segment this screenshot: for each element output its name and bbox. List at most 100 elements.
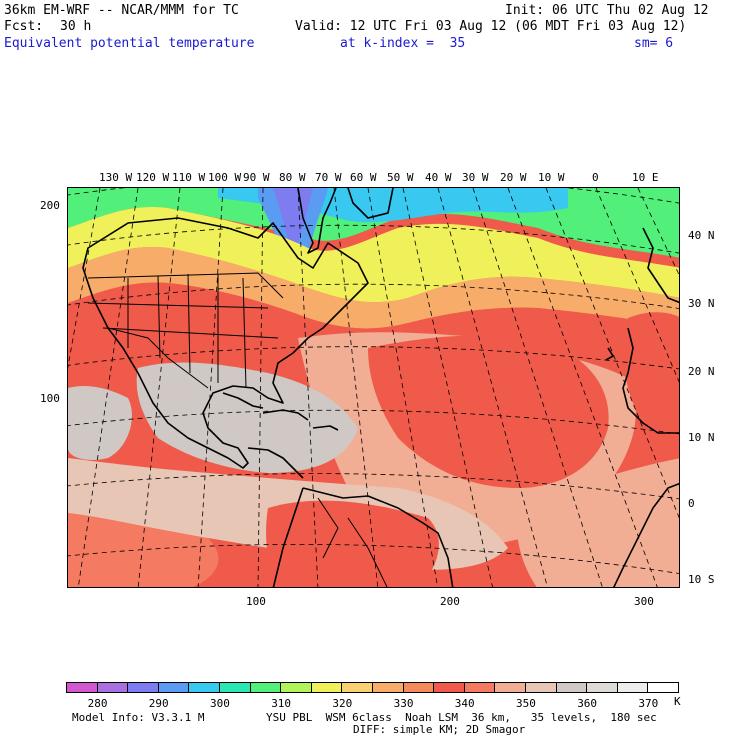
meridian-10e — [637, 188, 679, 276]
lat-label: 40 N — [688, 229, 715, 242]
lon-label: 0 — [592, 171, 599, 184]
colorbar-swatch — [586, 682, 618, 693]
hispaniola — [312, 425, 339, 431]
colorbar-swatch — [463, 682, 496, 693]
colorbar-tick: 330 — [393, 697, 414, 710]
lon-label: 100 W — [208, 171, 242, 184]
colorbar-swatch — [310, 682, 343, 693]
smoothing: sm= 6 — [634, 36, 674, 51]
meridian-40w — [437, 188, 548, 587]
valid-time: Valid: 12 UTC Fri 03 Aug 12 (06 MDT Fri … — [295, 19, 687, 34]
colorbar-tick: 350 — [516, 697, 536, 710]
lat-label: 10 S — [688, 573, 715, 586]
meridian-0 — [595, 188, 679, 383]
physics-info: YSU PBL WSM 6class Noah LSM 36 km, 35 le… — [266, 711, 657, 724]
state-line-3 — [187, 273, 191, 374]
colorbar-tick: 320 — [332, 697, 353, 710]
meridian-50w — [402, 188, 493, 587]
cuba — [262, 409, 309, 421]
colorbar-unit: K — [674, 695, 681, 708]
south-america-red — [266, 500, 439, 587]
init-time: Init: 06 UTC Thu 02 Aug 12 — [505, 3, 709, 18]
canary-islands — [605, 347, 614, 361]
state-line-7 — [102, 327, 279, 339]
grid-y-label-200: 200 — [40, 199, 60, 212]
west-grey-zone — [68, 386, 132, 460]
lon-label: 20 W — [500, 171, 527, 184]
us-mexico-border — [107, 327, 209, 389]
model-title: 36km EM-WRF -- NCAR/MMM for TC — [4, 3, 239, 18]
atlantic-red-core — [368, 335, 609, 488]
lat-label: 10 N — [688, 431, 715, 444]
lon-label: 10 E — [632, 171, 659, 184]
colorbar-swatch — [127, 682, 159, 693]
grid-x-label-100: 100 — [246, 595, 266, 608]
field-name: Equivalent potential temperature — [4, 36, 255, 51]
colorbar-swatch — [341, 682, 373, 693]
meridian-70w — [333, 188, 379, 587]
us-canada-border — [87, 272, 284, 299]
forecast-hour: 30 h — [60, 19, 92, 34]
meridian-100w — [197, 188, 224, 587]
lon-label: 130 W — [99, 171, 133, 184]
colorbar-swatch — [372, 682, 404, 693]
gulf-coast — [222, 392, 264, 409]
meridian-30w — [472, 188, 603, 587]
diffusion-info: DIFF: simple KM; 2D Smagor — [353, 723, 526, 736]
lat-label: 20 N — [688, 365, 715, 378]
colorbar-swatch — [525, 682, 557, 693]
colorbar-tick: 280 — [87, 697, 108, 710]
colorbar-swatch — [555, 682, 588, 693]
meridian-10w — [545, 188, 679, 519]
europe-coast — [642, 227, 679, 304]
south-america-north-coast — [302, 487, 454, 587]
lon-label: 60 W — [350, 171, 377, 184]
colorbar-tick: 340 — [454, 697, 475, 710]
graticule — [68, 188, 679, 587]
africa-gulf-coast — [613, 482, 679, 587]
level-index: at k-index = 35 — [340, 36, 466, 51]
grid-x-label-200: 200 — [440, 595, 460, 608]
lon-label: 10 W — [538, 171, 565, 184]
pacific-salmon-zone — [68, 513, 219, 587]
africa-red — [623, 312, 679, 448]
east-salmon-zone — [516, 458, 679, 587]
colorbar-swatch — [96, 682, 129, 693]
state-line-5 — [242, 277, 247, 389]
colorbar-swatch — [647, 682, 679, 693]
colombia-border — [317, 497, 339, 559]
state-line-6 — [87, 302, 269, 309]
colorbar-swatch — [188, 682, 220, 693]
mid-latitude-orange-band — [68, 247, 679, 329]
parallel-10n — [68, 409, 679, 435]
hudson-bay-coast — [297, 188, 337, 254]
parallel-0 — [68, 473, 679, 500]
parallel-20n — [68, 346, 679, 370]
colorbar-tick: 310 — [271, 697, 292, 710]
meridian-130w — [68, 188, 101, 369]
coldest-pocket — [273, 188, 313, 246]
map-panel — [67, 187, 680, 588]
lon-label: 120 W — [136, 171, 170, 184]
lon-label: 30 W — [462, 171, 489, 184]
colorbar-swatch — [280, 682, 312, 693]
grid-y-label-100: 100 — [40, 392, 60, 405]
forecast-label: Fcst: — [4, 19, 44, 34]
lon-label: 90 W — [243, 171, 270, 184]
lat-label: 0 — [688, 497, 695, 510]
brazil-border — [347, 517, 388, 587]
parallel-10s — [68, 543, 679, 574]
colorbar-swatch — [433, 682, 465, 693]
lat-label: 30 N — [688, 297, 715, 310]
colorbar-swatch — [66, 682, 98, 693]
north-america-coast — [82, 217, 369, 469]
parallel-30n — [68, 283, 679, 309]
theta-e-map — [68, 188, 679, 587]
meridian-90w — [257, 188, 264, 587]
parallel-40n — [68, 224, 679, 254]
colorbar-swatch — [402, 682, 435, 693]
meridian-80w — [297, 188, 319, 587]
africa-west-coast — [622, 327, 679, 434]
coastlines — [82, 188, 679, 587]
colorbar-tick: 300 — [210, 697, 230, 710]
